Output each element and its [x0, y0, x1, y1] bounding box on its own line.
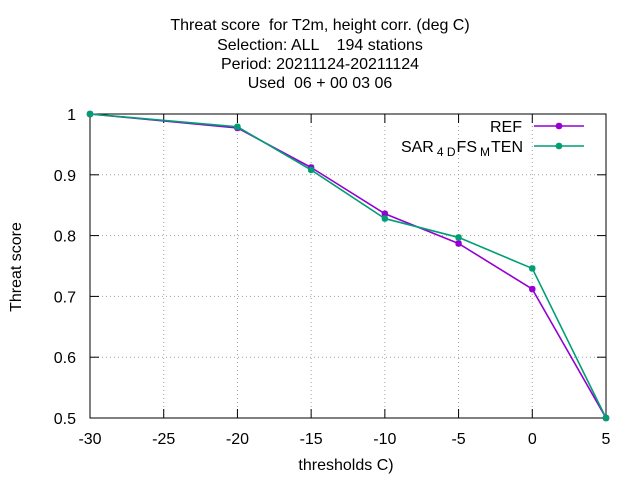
- data-point: [307, 166, 315, 174]
- x-axis-label: thresholds C): [298, 457, 394, 474]
- data-point: [455, 240, 462, 247]
- legend-label: REF: [490, 119, 522, 136]
- x-tick-label: -10: [373, 431, 396, 448]
- data-point: [86, 110, 94, 118]
- data-point: [602, 414, 610, 422]
- y-tick-label: 0.5: [54, 411, 76, 428]
- x-tick-label: -30: [78, 431, 101, 448]
- data-point: [381, 210, 389, 217]
- x-tick-label: -5: [451, 431, 465, 448]
- x-tick-label: 0: [528, 431, 537, 448]
- y-tick-label: 0.8: [54, 229, 76, 246]
- title-line-1: Threat score for T2m, height corr. (deg …: [170, 17, 470, 34]
- series-line-1: [89, 113, 607, 419]
- series-line-2: [89, 113, 607, 419]
- x-tick-label: -20: [226, 431, 249, 448]
- legend-marker: [555, 142, 563, 150]
- plot-frame: [89, 113, 607, 419]
- y-tick-label: 0.6: [54, 350, 76, 367]
- y-tick-label: 0.9: [54, 168, 76, 185]
- data-point: [529, 285, 536, 293]
- grid: [90, 114, 606, 418]
- y-axis-label: Threat score: [8, 222, 25, 312]
- data-point: [529, 265, 536, 272]
- y-tick-label: 1: [67, 107, 76, 124]
- data-point: [455, 234, 462, 241]
- title-line-3: Period: 20211124-20211124: [220, 56, 420, 73]
- series: [86, 110, 610, 422]
- x-tick-label: -15: [300, 431, 323, 448]
- y-tick-label: 0.7: [54, 289, 76, 306]
- title-line-2: Selection: ALL 194 stations: [217, 37, 423, 54]
- data-point: [381, 215, 389, 222]
- legend-marker: [555, 122, 563, 130]
- x-tick-label: -25: [152, 431, 175, 448]
- data-point: [234, 123, 241, 130]
- ticks: -30 -25 -20 -15 -10 -5 0 5 0.5 0.6 0.7 0.8 0.9 1: [54, 107, 611, 448]
- legend-label: SAR 4 DFS MTEN: [401, 139, 523, 159]
- title-line-4: Used 06 + 00 03 06: [247, 75, 393, 92]
- legend: REF SAR 4 DFS MTEN: [401, 119, 584, 159]
- x-tick-label: 5: [602, 431, 611, 448]
